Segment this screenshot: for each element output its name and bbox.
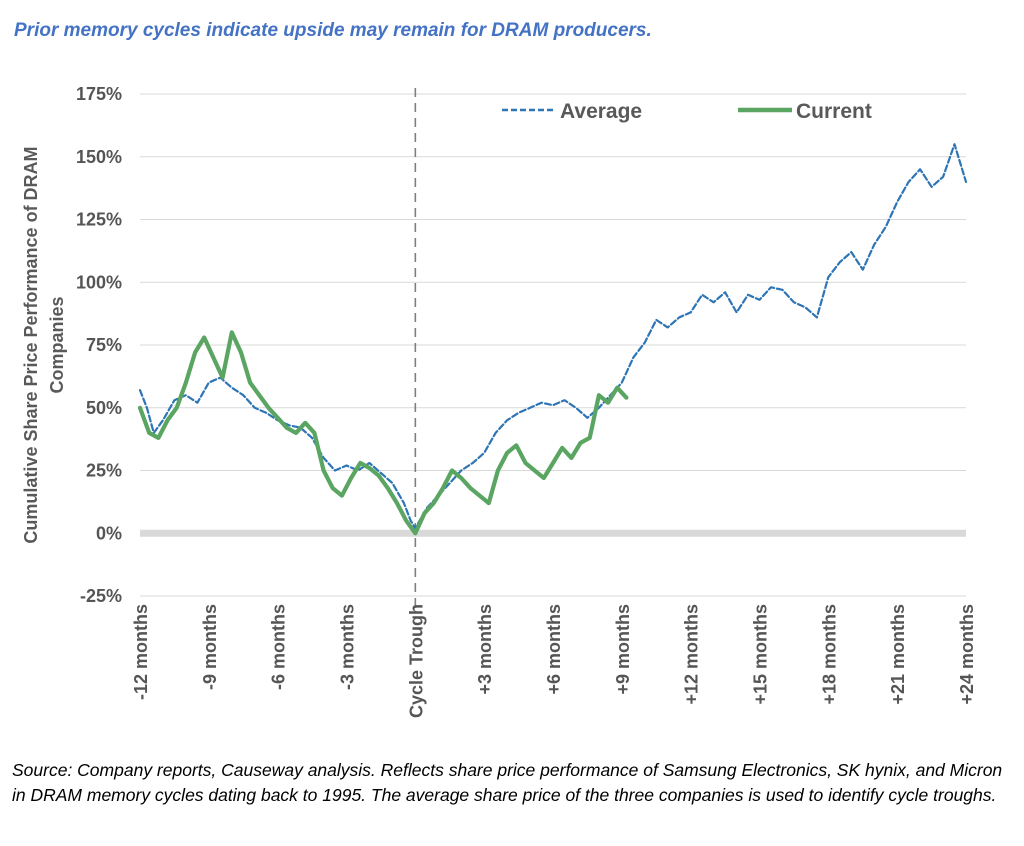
gridlines [140,93,966,597]
y-tick-label: 175% [76,84,122,104]
x-tick-label: -3 months [338,604,358,690]
x-tick-label: -6 months [269,604,289,690]
y-tick-label: -25% [80,586,122,606]
y-tick-label: 100% [76,272,122,292]
y-tick-label: 0% [96,523,122,543]
legend-label-average: Average [560,100,642,123]
x-tick-label: -12 months [131,604,151,700]
chart-title: Prior memory cycles indicate upside may … [14,20,652,41]
x-tick-label: -9 months [200,604,220,690]
y-axis-label-line: Companies [47,296,67,393]
x-tick-label: Cycle Trough [406,604,426,718]
y-tick-labels: -25% 0% 25% 50% 75% 100% 125% 150% 175% [76,84,122,606]
series-average-line [138,143,968,530]
y-tick-label: 50% [86,398,122,418]
x-tick-label: +24 months [957,604,977,705]
y-tick-label: 25% [86,461,122,481]
source-note: Source: Company reports, Causeway analys… [12,760,1003,805]
x-tick-label: +21 months [888,604,908,705]
legend: Average Current [502,100,872,123]
x-tick-label: +3 months [475,604,495,695]
x-tick-label: +12 months [682,604,702,705]
y-tick-label: 150% [76,147,122,167]
x-tick-labels: -12 months -9 months -6 months -3 months Cyc… [131,604,977,718]
y-tick-label: 125% [76,210,122,230]
zero-baseline [140,529,966,537]
y-tick-label: 75% [86,335,122,355]
x-tick-label: +18 months [819,604,839,705]
x-tick-label: +9 months [613,604,633,695]
y-axis-label-line: Cumulative Share Price Performance of DR… [21,146,41,543]
series-lines [137,143,968,536]
chart: -25% 0% 25% 50% 75% 100% 125% 150% 175% -12 mont… [21,84,977,718]
x-tick-label: +6 months [544,604,564,695]
legend-label-current: Current [796,100,872,123]
series-current-line [137,330,629,536]
x-tick-label: +15 months [751,604,771,705]
y-axis-label: Cumulative Share Price Performance of DR… [21,146,67,543]
